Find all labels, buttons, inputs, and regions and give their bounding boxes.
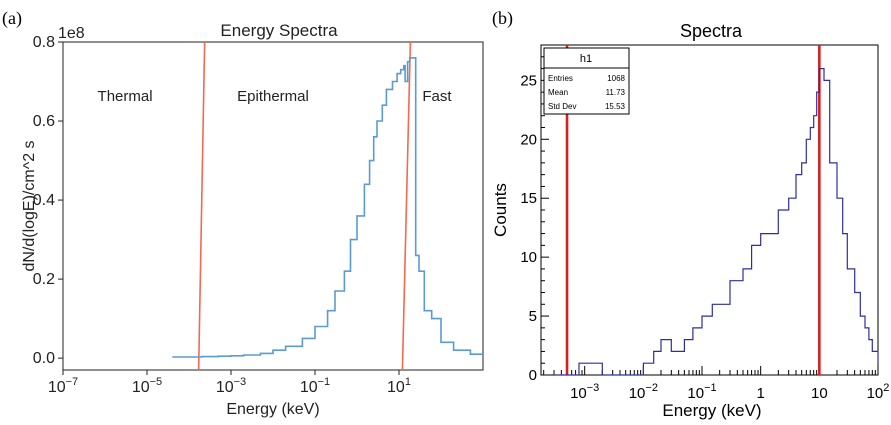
panel-b-x-tick-label: 1 xyxy=(757,385,765,402)
panel-a-region-label: Fast xyxy=(422,88,452,105)
panel-b-x-tick-label: 10−3 xyxy=(570,382,599,402)
panel-b-y-tick-label: 0 xyxy=(529,367,537,384)
panel-a-y-multiplier: 1e8 xyxy=(58,25,85,42)
panel-a-x-tick-label: 10−7 xyxy=(48,376,78,396)
panel-a-tag: (a) xyxy=(2,8,22,29)
panel-b-stats-box: h1 Entries 1068 Mean 11.73 Std Dev 15.53 xyxy=(543,47,630,115)
panel-a-region-label: Thermal xyxy=(98,88,153,105)
stats-mean-label: Mean xyxy=(548,88,568,97)
panel-b-title: Spectra xyxy=(680,21,743,41)
panel-a-x-tick-label: 10−3 xyxy=(216,376,246,396)
panel-a-x-tick-label: 10−5 xyxy=(132,376,162,396)
panel-a-x-tick-label: 10−1 xyxy=(300,376,330,396)
panel-a-y-ticks: 0.0 0.2 0.4 0.6 0.8 xyxy=(33,34,63,367)
panel-b-y-ticks: 0 5 10 15 20 25 xyxy=(520,44,549,384)
stats-stddev-label: Std Dev xyxy=(548,102,576,111)
panel-a-y-tick-label: 0.0 xyxy=(33,350,55,367)
panel-b-y-tick-label: 15 xyxy=(520,190,537,207)
panel-a-y-tick-label: 0.6 xyxy=(33,113,55,130)
panel-b-x-tick-label: 102 xyxy=(867,382,890,402)
stats-entries-label: Entries xyxy=(548,74,573,83)
panel-a-frame xyxy=(62,41,484,371)
stats-stddev-value: 15.53 xyxy=(605,102,626,111)
panel-a: (a) Energy Spectra 1e8 0.0 0.2 0.4 0.6 0.8 1… xyxy=(2,8,484,418)
stats-box-name: h1 xyxy=(580,53,592,65)
panel-b-tag: (b) xyxy=(492,8,513,29)
panel-a-boundary-line xyxy=(401,41,412,371)
panel-b-series-line xyxy=(554,68,879,376)
panel-a-region-label: Epithermal xyxy=(237,88,309,105)
panel-b-y-tick-label: 20 xyxy=(520,131,537,148)
panel-b-y-tick-label: 10 xyxy=(520,249,537,266)
stats-entries-value: 1068 xyxy=(607,74,625,83)
panel-a-title: Energy Spectra xyxy=(220,21,338,40)
stats-box-frame xyxy=(543,47,630,115)
panel-b-x-tick-label: 10 xyxy=(811,385,828,402)
panel-a-y-tick-label: 0.4 xyxy=(33,192,55,209)
panel-a-x-tick-label: 101 xyxy=(387,376,411,396)
panel-a-series-line xyxy=(172,57,483,358)
panel-b-x-tick-label: 10−2 xyxy=(629,382,658,402)
panel-b-y-tick-label: 25 xyxy=(520,72,537,89)
panel-a-x-label: Energy (keV) xyxy=(226,401,319,418)
panel-a-x-ticks: 10−7 10−5 10−3 10−1 101 xyxy=(48,370,411,396)
panel-a-y-tick-label: 0.8 xyxy=(33,34,55,51)
panel-a-region-labels: Thermal Epithermal Fast xyxy=(98,88,453,105)
panel-b-x-label: Energy (keV) xyxy=(662,401,761,420)
panel-b-y-label: Counts xyxy=(491,183,510,237)
panel-a-y-label: dN/d(logE)/cm^2 s xyxy=(21,140,38,271)
panel-a-boundary-line xyxy=(197,41,206,371)
panel-b-y-tick-label: 5 xyxy=(529,308,537,325)
panel-b-x-ticks: 10−3 10−2 10−1 1 10 102 xyxy=(543,366,890,402)
panel-a-boundaries xyxy=(197,41,412,371)
stats-mean-value: 11.73 xyxy=(606,88,626,97)
panel-b-x-tick-label: 10−1 xyxy=(687,382,716,402)
panel-a-y-tick-label: 0.2 xyxy=(33,271,55,288)
